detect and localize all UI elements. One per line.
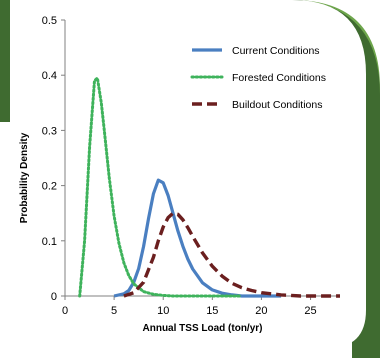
legend-label-2: Forested Conditions	[232, 72, 326, 84]
series-line-3	[123, 211, 340, 298]
series-line-2	[78, 76, 244, 298]
series-line-1	[113, 178, 282, 298]
y-tick-label: 0.3	[42, 125, 57, 137]
x-tick-label: 25	[304, 305, 316, 317]
x-axis-title: Annual TSS Load (ton/yr)	[143, 323, 263, 334]
y-tick-label: 0.4	[42, 70, 57, 82]
x-tick-label: 10	[157, 305, 169, 317]
x-tick-label: 15	[206, 305, 218, 317]
plot-area: 0 0.1 0.2 0.3 0.4 0.5 0 5 10 15 20 25 Annual TSS Loa…	[19, 15, 340, 334]
x-tick-label: 0	[62, 305, 68, 317]
legend-label-3: Buildout Conditions	[232, 99, 322, 111]
y-axis-title: Probability Density	[19, 132, 30, 223]
y-tick-label: 0.2	[42, 181, 57, 193]
x-tick-label: 20	[255, 305, 267, 317]
y-tick-label: 0.1	[42, 236, 57, 248]
legend-label-1: Current Conditions	[232, 45, 320, 57]
y-tick-label: 0.5	[42, 15, 57, 27]
x-tick-label: 5	[111, 305, 117, 317]
legend: Current Conditions Forested Conditions Bui…	[190, 45, 326, 111]
y-tick-label: 0	[51, 291, 57, 303]
